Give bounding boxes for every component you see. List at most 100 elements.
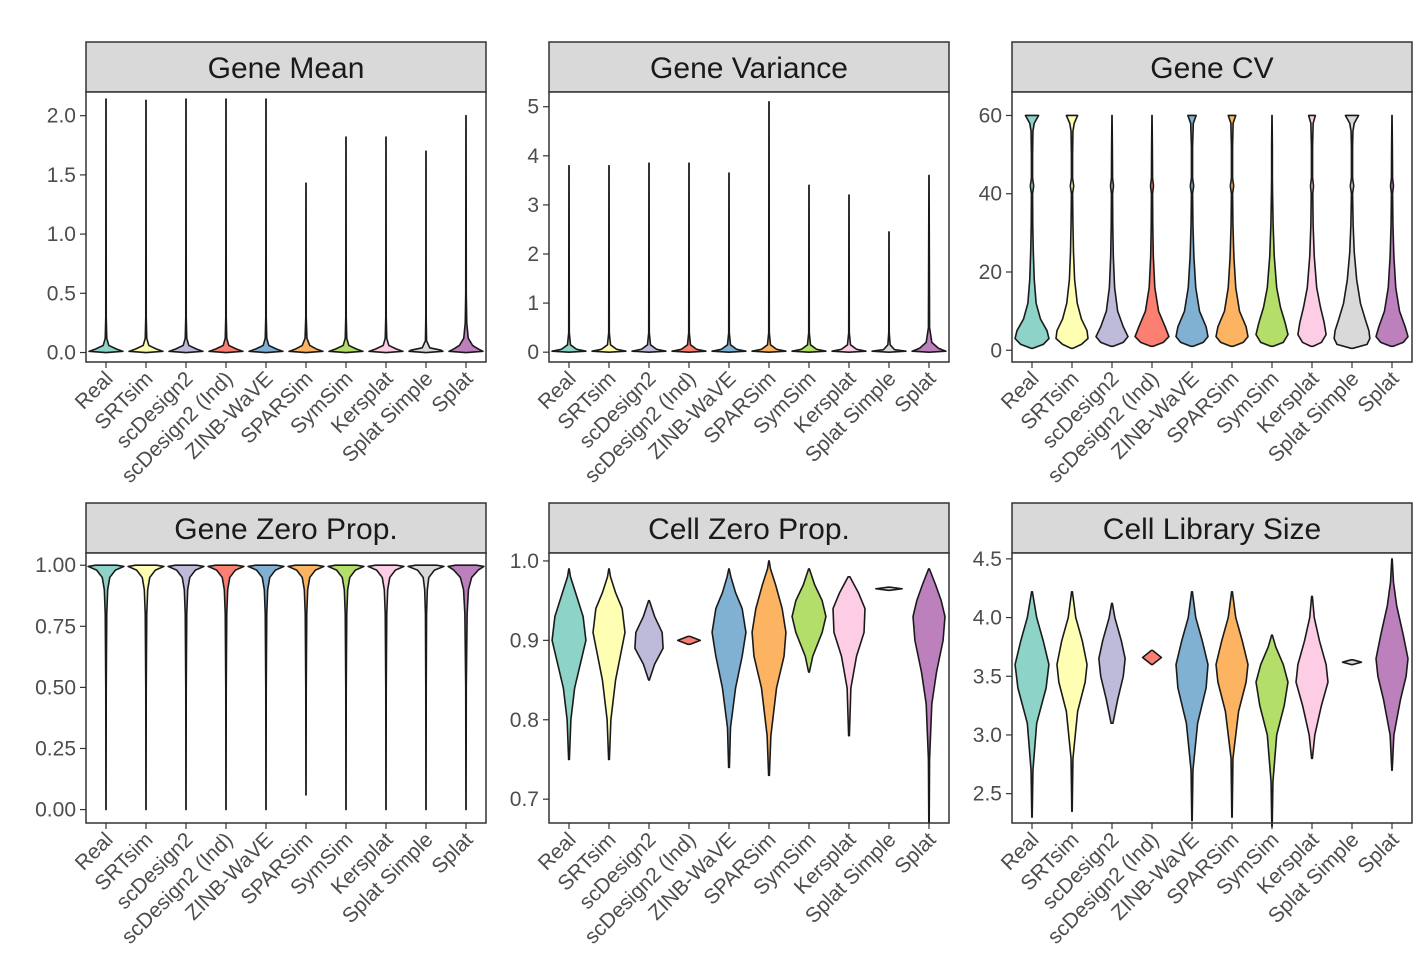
y-tick-label: 40 <box>979 183 1002 206</box>
y-tick-label: 0 <box>527 341 539 364</box>
facet-title: Cell Library Size <box>1103 513 1321 546</box>
violin-real <box>551 568 587 761</box>
y-tick-label: 3.0 <box>973 724 1002 747</box>
facet-gene-cv: Gene CV0204060RealSRTsimscDesign2scDesig… <box>979 41 1413 488</box>
y-tick-label: 0.75 <box>35 615 76 638</box>
facet-gene-variance: Gene Variance012345RealSRTsimscDesign2sc… <box>527 41 950 488</box>
y-tick-label: 2.5 <box>973 783 1002 806</box>
violin-scdesign2 <box>634 599 664 681</box>
violin-splat <box>447 564 485 811</box>
facet-strip <box>85 41 487 93</box>
y-tick-label: 4 <box>527 145 539 168</box>
facet-title: Gene Mean <box>208 52 365 85</box>
y-tick-label: 1.0 <box>510 550 539 573</box>
violin-splat-simple <box>407 564 445 811</box>
violin-kersplat <box>831 194 867 353</box>
violin-symsim <box>327 564 365 811</box>
facet-gene-mean: Gene Mean0.00.51.01.52.0RealSRTsimscDesi… <box>47 41 487 488</box>
panel-background <box>86 553 486 823</box>
y-tick-label: 1.00 <box>35 554 76 577</box>
panel-background <box>549 92 949 362</box>
violin-scdesign2-ind <box>207 564 245 811</box>
x-category-label: Splat <box>427 828 477 878</box>
y-tick-label: 0.50 <box>35 676 76 699</box>
y-tick-label: 3.5 <box>973 665 1002 688</box>
violin-kersplat <box>368 136 404 354</box>
x-category-label: Splat <box>427 367 477 417</box>
violin-srtsim <box>128 99 164 354</box>
violin-scdesign2-ind <box>1141 649 1163 666</box>
facet-strip <box>1011 41 1413 93</box>
violin-symsim <box>791 184 827 353</box>
x-category-label: Splat <box>1353 828 1403 878</box>
violin-splat <box>1375 114 1409 348</box>
y-tick-label: 0.8 <box>510 709 539 732</box>
panel-border <box>1011 91 1413 363</box>
violin-kersplat <box>832 576 866 737</box>
violin-symsim <box>1255 114 1289 348</box>
violin-srtsim <box>1056 590 1088 813</box>
y-tick-label: 5 <box>527 96 539 119</box>
panel-border <box>548 552 950 824</box>
violin-sparsim <box>288 182 324 354</box>
violin-real <box>551 164 587 353</box>
x-category-label: Splat <box>890 367 940 417</box>
panel-border <box>548 91 950 363</box>
violin-scdesign2 <box>631 162 667 353</box>
y-tick-label: 1.5 <box>47 164 76 187</box>
panel-border <box>85 91 487 363</box>
y-tick-label: 0.7 <box>510 788 539 811</box>
y-tick-label: 0.9 <box>510 629 539 652</box>
y-tick-label: 2.0 <box>47 105 76 128</box>
violin-srtsim <box>591 164 627 353</box>
violin-splat <box>448 114 484 354</box>
facet-strip <box>1011 502 1413 554</box>
violin-real <box>1014 114 1050 350</box>
y-tick-label: 1 <box>527 292 539 315</box>
violin-scdesign2-ind <box>676 635 702 646</box>
y-tick-label: 3 <box>527 194 539 217</box>
violin-scdesign2-ind <box>1134 114 1170 348</box>
violin-scdesign2 <box>1095 114 1129 348</box>
facet-title: Cell Zero Prop. <box>648 513 850 546</box>
violin-sparsim <box>1215 590 1249 818</box>
facet-strip <box>85 502 487 554</box>
violin-sparsim <box>1215 114 1249 348</box>
violin-zinb-wave <box>711 568 747 769</box>
panel-background <box>86 92 486 362</box>
y-tick-label: 4.0 <box>973 607 1002 630</box>
facet-cell-zero-prop: Cell Zero Prop.0.70.80.91.0RealSRTsimscD… <box>510 502 950 949</box>
y-tick-label: 2 <box>527 243 539 266</box>
violin-zinb-wave <box>711 172 747 353</box>
violin-symsim <box>1255 634 1289 828</box>
violin-real <box>1014 590 1050 818</box>
facet-cell-library-size: Cell Library Size2.53.03.54.04.5RealSRTs… <box>973 502 1413 949</box>
violin-kersplat <box>1295 595 1329 760</box>
violin-zinb-wave <box>1175 114 1209 348</box>
y-tick-label: 0.5 <box>47 282 76 305</box>
violin-real <box>88 98 124 354</box>
violin-splat-simple <box>875 586 903 592</box>
violin-zinb-wave <box>1175 590 1209 822</box>
violin-zinb-wave <box>248 98 284 354</box>
violin-splat <box>1375 558 1409 771</box>
violin-scdesign2-ind <box>671 162 707 353</box>
y-tick-label: 4.5 <box>973 548 1002 571</box>
y-tick-label: 0 <box>990 339 1002 362</box>
violin-sparsim <box>287 564 325 796</box>
y-tick-label: 20 <box>979 261 1002 284</box>
facet-gene-zero-prop: Gene Zero Prop.0.000.250.500.751.00RealS… <box>35 502 487 949</box>
violin-symsim <box>791 568 827 673</box>
y-tick-label: 1.0 <box>47 223 76 246</box>
facet-title: Gene Variance <box>650 52 848 85</box>
panel-border <box>85 552 487 824</box>
violin-scdesign2 <box>1098 602 1126 725</box>
violin-real <box>87 564 125 811</box>
violin-symsim <box>328 136 364 354</box>
violin-splat <box>911 174 947 353</box>
violin-sparsim <box>751 101 787 353</box>
violin-kersplat <box>1297 114 1327 348</box>
y-tick-label: 0.0 <box>47 342 76 365</box>
violin-scdesign2 <box>167 564 205 811</box>
panel-border <box>1011 552 1413 824</box>
